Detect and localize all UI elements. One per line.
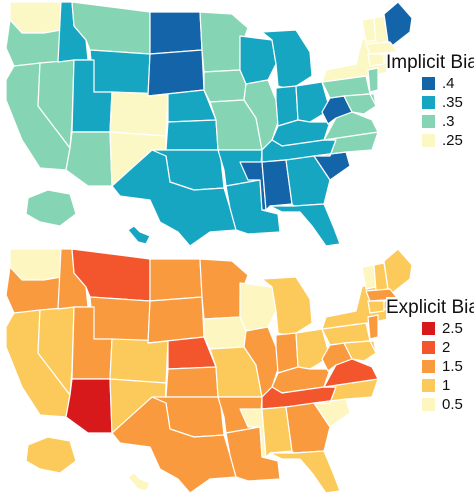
implicit-legend-entry: .4: [422, 74, 474, 93]
explicit-state-va: [323, 358, 379, 388]
implicit-state-az: [65, 131, 113, 187]
explicit-state-sd: [147, 296, 205, 344]
explicit-legend-label: 0.5: [442, 396, 463, 413]
explicit-legend-swatch: [422, 360, 435, 373]
implicit-legend-entry: .3: [422, 112, 474, 131]
explicit-state-az: [65, 378, 113, 434]
implicit-state-tx: [111, 149, 237, 247]
explicit-state-hi: [127, 472, 151, 492]
explicit-state-nd: [149, 258, 203, 302]
implicit-state-ak: [25, 189, 77, 227]
explicit-legend-label: 2.5: [442, 320, 463, 337]
implicit-state-nd: [149, 11, 203, 55]
implicit-legend-entry: .25: [422, 131, 474, 150]
implicit-legend-label: .4: [442, 75, 455, 92]
implicit-state-ks: [165, 119, 219, 151]
implicit-state-va: [323, 111, 379, 141]
explicit-bias-map: Explicit Bias 2.5 2 1.5 1 0.5: [0, 247, 474, 494]
explicit-state-ks: [165, 366, 219, 398]
explicit-state-al: [261, 406, 293, 458]
implicit-legend-swatch: [422, 134, 435, 147]
implicit-bias-legend-title: Implicit Bias: [386, 52, 474, 74]
implicit-legend-label: .35: [442, 94, 463, 111]
explicit-state-wy: [89, 296, 151, 344]
explicit-legend-swatch: [422, 341, 435, 354]
implicit-state-wi: [239, 35, 277, 85]
explicit-legend-swatch: [422, 398, 435, 411]
implicit-state-me: [383, 1, 413, 47]
explicit-state-wi: [239, 282, 277, 332]
implicit-state-sd: [147, 49, 205, 97]
explicit-legend-entry: 2.5: [422, 319, 474, 338]
implicit-bias-us-map: [5, 1, 413, 247]
explicit-state-ct: [367, 300, 385, 314]
explicit-bias-us-map: [5, 248, 413, 494]
explicit-legend-label: 1: [442, 377, 451, 394]
implicit-state-al: [261, 159, 293, 211]
implicit-legend-swatch: [422, 77, 435, 90]
explicit-legend-entry: 2: [422, 338, 474, 357]
implicit-legend-swatch: [422, 96, 435, 109]
explicit-state-co: [109, 338, 169, 384]
implicit-state-ct: [367, 53, 385, 67]
implicit-state-nj: [367, 67, 379, 93]
implicit-state-md: [343, 93, 377, 115]
explicit-legend-entry: 0.5: [422, 395, 474, 414]
explicit-state-ia: [203, 316, 247, 350]
implicit-legend-swatch: [422, 115, 435, 128]
implicit-state-nc: [313, 131, 379, 157]
implicit-legend-label: .3: [442, 113, 455, 130]
explicit-bias-legend: Explicit Bias 2.5 2 1.5 1 0.5: [386, 297, 474, 414]
explicit-legend-label: 2: [442, 339, 451, 356]
explicit-state-nj: [367, 314, 379, 340]
implicit-state-co: [109, 91, 169, 137]
explicit-bias-legend-title: Explicit Bias: [386, 297, 474, 319]
explicit-legend-swatch: [422, 322, 435, 335]
explicit-state-md: [343, 340, 377, 362]
implicit-state-in: [275, 85, 299, 127]
implicit-state-ia: [203, 69, 247, 103]
implicit-state-wy: [89, 49, 151, 97]
implicit-legend-label: .25: [442, 132, 463, 149]
explicit-state-in: [275, 332, 299, 374]
implicit-legend-entry: .35: [422, 93, 474, 112]
explicit-legend-swatch: [422, 379, 435, 392]
explicit-state-ak: [25, 436, 77, 474]
implicit-bias-legend: Implicit Bias .4 .35 .3 .25: [386, 52, 474, 150]
explicit-state-me: [383, 248, 413, 294]
explicit-state-tx: [111, 396, 237, 494]
implicit-state-hi: [127, 225, 151, 245]
explicit-legend-entry: 1: [422, 376, 474, 395]
explicit-state-fl: [269, 450, 341, 494]
explicit-state-nc: [313, 378, 379, 404]
explicit-legend-label: 1.5: [442, 358, 463, 375]
explicit-legend-entry: 1.5: [422, 357, 474, 376]
implicit-state-fl: [269, 203, 341, 247]
implicit-bias-map: Implicit Bias .4 .35 .3 .25: [5, 1, 474, 247]
